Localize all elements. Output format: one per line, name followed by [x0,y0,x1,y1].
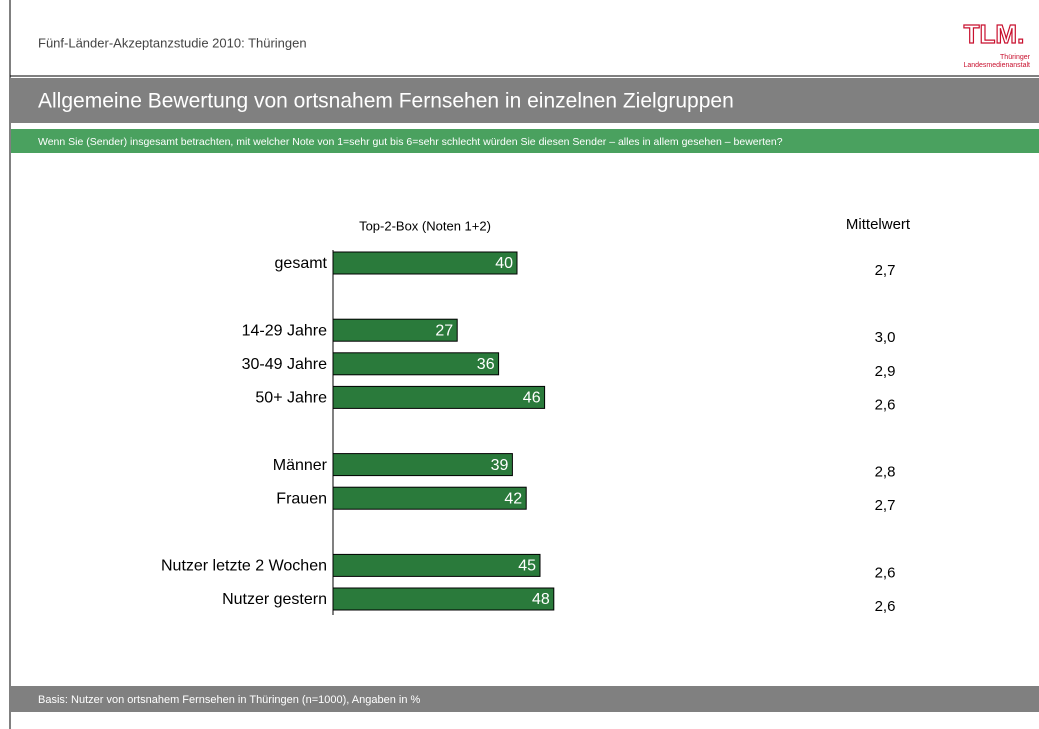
bar [332,352,500,376]
mean-value: 2,8 [875,464,896,481]
bar-value-label: 48 [532,591,550,608]
mean-value: 2,6 [875,598,896,615]
title-bar [11,78,1039,123]
logo-sub: Thüringer [1000,54,1031,61]
category-label: 30-49 Jahre [242,356,327,373]
bar-value-label: 46 [523,390,541,407]
bar [332,318,458,342]
mean-value: 3,0 [875,329,896,346]
category-label: 50+ Jahre [255,390,327,407]
bar-value-label: 45 [518,558,536,575]
bar [332,385,546,409]
mean-header: Mittelwert [846,216,911,233]
mean-value: 2,6 [875,396,896,413]
bar [332,453,513,477]
bar-header: Top-2-Box (Noten 1+2) [359,218,491,233]
category-label: gesamt [275,255,328,272]
mean-value: 2,7 [875,262,896,279]
subtitle: Wenn Sie (Sender) insgesamt betrachten, … [38,136,783,148]
bar [332,587,555,611]
mean-value: 2,7 [875,497,896,514]
logo-box [958,19,1031,67]
bar-value-label: 40 [495,255,513,272]
bar-value-label: 36 [477,356,495,373]
category-label: Frauen [276,490,327,507]
footnote: Basis: Nutzer von ortsnahem Fernsehen in… [38,694,420,706]
category-label: Nutzer letzte 2 Wochen [161,558,327,575]
study-title: Fünf-Länder-Akzeptanzstudie 2010: Thürin… [38,35,307,50]
mean-value: 2,6 [875,564,896,581]
mean-value: 2,9 [875,363,896,380]
bar [332,486,527,510]
bar [332,553,541,577]
category-label: Nutzer gestern [222,591,327,608]
chart-title: Allgemeine Bewertung von ortsnahem Ferns… [38,90,734,113]
bar [332,251,518,275]
category-label: 14-29 Jahre [242,322,327,339]
subtitle-bar [11,129,1039,153]
category-label: Männer [273,457,328,474]
logo: TLM. [964,19,1025,49]
bar-value-label: 27 [435,322,453,339]
footer-bar [11,686,1039,712]
logo-sub: Landesmedienanstalt [963,62,1030,69]
bar-value-label: 42 [504,490,522,507]
bar-value-label: 39 [491,457,509,474]
